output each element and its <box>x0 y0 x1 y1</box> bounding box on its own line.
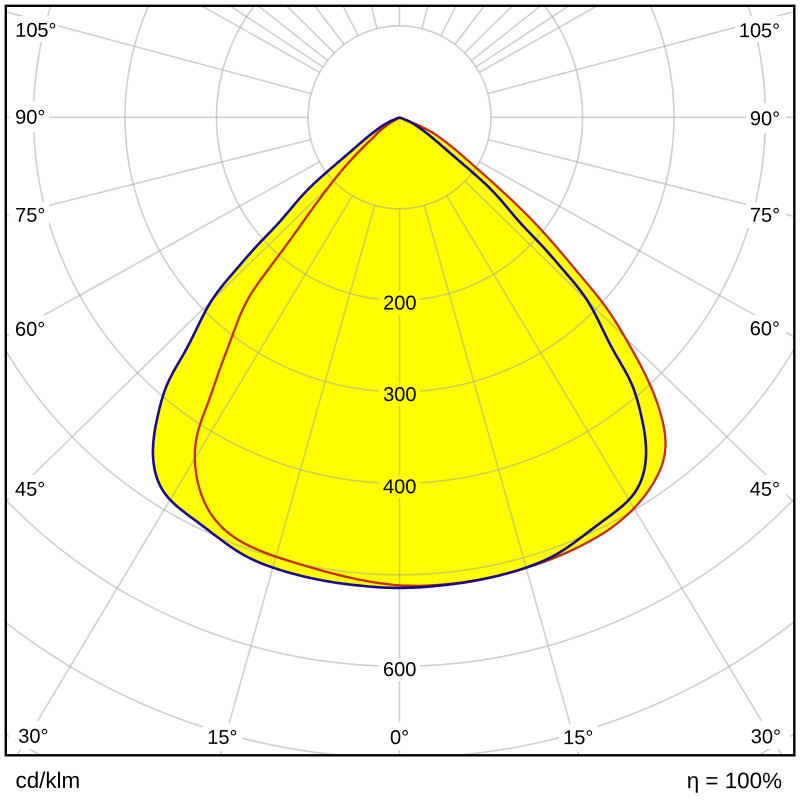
svg-text:cd/klm: cd/klm <box>15 768 80 793</box>
svg-text:15°: 15° <box>563 727 593 749</box>
svg-text:45°: 45° <box>15 479 45 501</box>
svg-text:90°: 90° <box>15 107 45 129</box>
svg-text:200: 200 <box>383 292 416 314</box>
svg-text:105°: 105° <box>15 20 56 42</box>
svg-text:η = 100%: η = 100% <box>687 768 782 793</box>
svg-text:15°: 15° <box>207 727 237 749</box>
svg-text:30°: 30° <box>751 726 781 748</box>
svg-text:75°: 75° <box>15 205 45 227</box>
svg-text:45°: 45° <box>750 479 780 501</box>
svg-text:300: 300 <box>383 384 416 406</box>
svg-text:90°: 90° <box>750 108 780 130</box>
svg-text:60°: 60° <box>15 319 45 341</box>
svg-text:60°: 60° <box>750 318 780 340</box>
svg-text:105°: 105° <box>739 20 780 42</box>
svg-text:0°: 0° <box>390 727 409 749</box>
svg-text:75°: 75° <box>750 205 780 227</box>
svg-text:400: 400 <box>383 476 416 498</box>
svg-text:600: 600 <box>383 659 416 681</box>
svg-text:30°: 30° <box>18 726 48 748</box>
